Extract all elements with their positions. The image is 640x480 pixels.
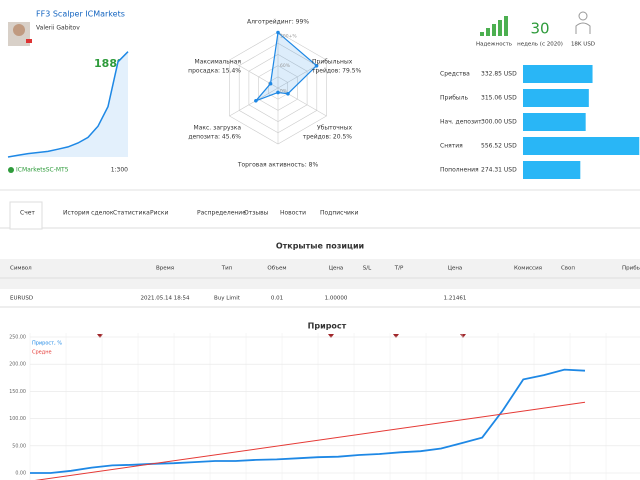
balance-bar — [523, 161, 581, 179]
radar-spoke — [277, 87, 327, 117]
cell: 1.21461 — [444, 296, 467, 302]
tab[interactable]: Новости — [280, 210, 306, 217]
active-tab — [9, 201, 43, 230]
column-header: Цена — [448, 266, 463, 272]
tab[interactable]: Распределение — [197, 210, 246, 217]
subscribers-icon — [575, 11, 591, 34]
balance-label: Средства — [440, 71, 470, 78]
balance-value: 315.06 USD — [481, 95, 517, 102]
sparkline-area — [8, 51, 128, 158]
radar-point — [268, 81, 273, 86]
balance-value: 556.52 USD — [481, 143, 517, 150]
balance-bar — [523, 113, 586, 131]
chart-title: Прирост — [308, 322, 347, 331]
radar-spoke — [229, 87, 279, 117]
markers — [97, 334, 466, 338]
weeks: 30 — [530, 20, 549, 38]
cell: Buy Limit — [214, 296, 241, 302]
balance-bar — [523, 137, 640, 155]
radar-scale: 100+% — [280, 34, 297, 40]
radar-point — [254, 98, 258, 103]
radar-label: просадка: 15.4% — [188, 68, 241, 75]
radar-label: трейдов: 20.5% — [303, 134, 353, 141]
series-line — [34, 401, 586, 480]
cell: 0.01 — [271, 296, 283, 302]
avatar-face — [13, 24, 25, 36]
radar-scale: 60% — [280, 63, 291, 69]
y-tick-label: 200.00 — [9, 362, 26, 368]
balance-label: Пополнения — [440, 167, 479, 174]
sparkline — [7, 51, 129, 158]
y-tick-label: 50.00 — [12, 443, 26, 449]
radar-label: Алготрейдинг: 99% — [247, 19, 309, 26]
tab[interactable]: Отзывы — [244, 210, 269, 217]
balance-label: Нач. депозит — [440, 119, 482, 126]
server: ICMarketsSC-MT5 — [16, 167, 69, 174]
balance-label: Снятия — [440, 143, 463, 150]
column-header: S/L — [363, 266, 372, 272]
radar-label: Торговая активность: 8% — [237, 162, 319, 169]
tab[interactable]: Счет — [20, 210, 35, 217]
balance-value: 332.85 USD — [481, 71, 517, 78]
balance-bar — [523, 89, 589, 107]
check-icon — [8, 167, 14, 173]
radar-label: депозита: 45.6% — [188, 134, 241, 141]
radar-point — [286, 91, 290, 96]
tab[interactable]: Подписчики — [320, 210, 359, 217]
reliability-label: Надежность — [476, 42, 512, 48]
radar-point — [314, 63, 319, 68]
balance-bar — [523, 65, 593, 83]
y-tick-label: 150.00 — [9, 389, 26, 395]
column-header: Время — [156, 266, 174, 272]
balance-value: 274.31 USD — [481, 167, 517, 174]
legend-entry: Прирост, % — [32, 341, 62, 347]
column-header: Цена — [329, 266, 344, 272]
y-tick-label: 0.00 — [15, 471, 26, 477]
radar-point — [276, 30, 280, 35]
cell: EURUSD — [10, 296, 33, 302]
radar-label: трейдов: 79.5% — [312, 68, 362, 75]
column-header: T/P — [394, 266, 404, 272]
weeks-label: недель (с 2020) — [517, 42, 563, 48]
balance-value: 300.00 USD — [481, 119, 517, 126]
column-header: Комиссия — [514, 266, 542, 272]
y-tick-label: 250.00 — [9, 335, 26, 341]
tab[interactable]: Статистика — [113, 210, 150, 217]
flag — [26, 39, 32, 43]
cell: 2021.05.14 18:54 — [140, 296, 190, 302]
column-header: Тип — [221, 266, 233, 272]
balance-label: Прибыль — [440, 95, 468, 102]
radar-label: Прибыльных — [312, 59, 353, 66]
legend-entry: Средне — [32, 350, 52, 356]
radar-point — [276, 90, 280, 95]
radar-label: Убыточных — [317, 125, 352, 132]
series-line — [30, 368, 586, 474]
tab[interactable]: История сделок — [63, 210, 114, 217]
radar-scale: 0% — [280, 89, 288, 95]
radar-spoke — [277, 59, 327, 89]
signal-title[interactable]: FF3 Scalper ICMarkets — [36, 10, 125, 19]
table-header-bg — [0, 259, 640, 289]
tab[interactable]: Риски — [150, 210, 168, 217]
column-header: Своп — [561, 266, 575, 272]
column-header: Объем — [267, 266, 286, 272]
column-header: Символ — [10, 266, 32, 272]
positions-title: Открытые позиции — [276, 242, 364, 251]
radar-label: Макс. загрузка — [194, 125, 242, 132]
radar-label: Максимальная — [195, 59, 242, 66]
author[interactable]: Valerii Gabitov — [36, 25, 80, 32]
column-header: Прибыль — [622, 266, 640, 272]
y-tick-label: 100.00 — [9, 416, 26, 422]
subscribers: 18K USD — [571, 42, 595, 48]
reliability-icon — [480, 16, 508, 36]
leverage: 1:300 — [111, 167, 128, 174]
plot — [30, 368, 586, 480]
cell: 1.00000 — [325, 296, 348, 302]
